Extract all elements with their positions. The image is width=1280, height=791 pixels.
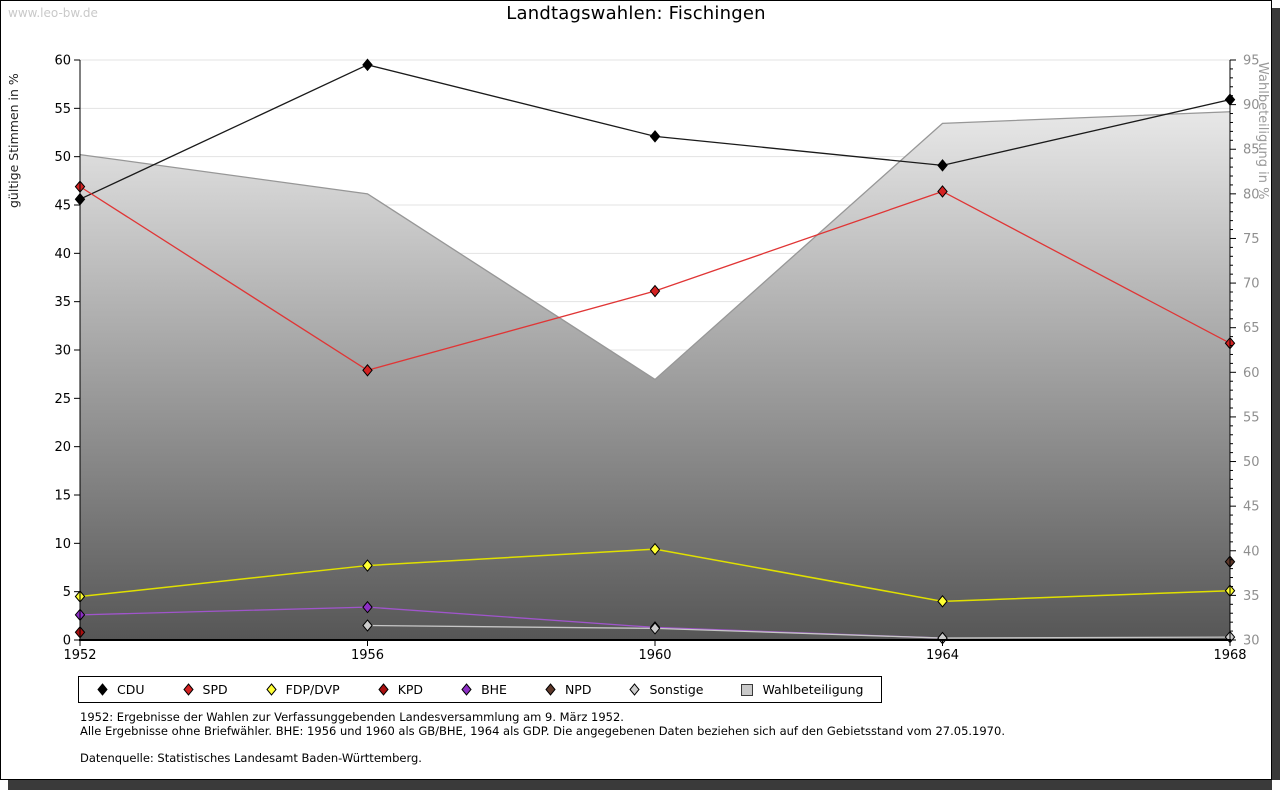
- left-tick-label: 5: [63, 585, 71, 600]
- left-tick-label: 30: [54, 344, 71, 359]
- right-tick-label: 40: [1243, 544, 1260, 559]
- legend-marker-icon: [629, 683, 641, 696]
- x-tick-label: 1956: [351, 648, 384, 663]
- right-tick-label: 75: [1243, 232, 1260, 247]
- right-tick-label: 85: [1243, 143, 1260, 158]
- right-tick-label: 95: [1243, 54, 1260, 69]
- data-point: [937, 595, 948, 608]
- left-tick-label: 35: [54, 295, 71, 310]
- right-tick-label: 70: [1243, 277, 1260, 292]
- legend-marker-icon: [545, 683, 556, 696]
- data-point: [937, 159, 948, 172]
- right-tick-label: 60: [1243, 366, 1260, 381]
- footnotes: 1952: Ergebnisse der Wahlen zur Verfassu…: [80, 710, 1005, 765]
- right-tick-label: 45: [1243, 500, 1260, 515]
- right-tick-label: 65: [1243, 321, 1260, 336]
- right-tick-label: 55: [1243, 410, 1260, 425]
- data-point: [362, 600, 373, 614]
- data-point: [649, 130, 661, 143]
- chart-title: Landtagswahlen: Fischingen: [506, 3, 766, 24]
- x-tick-label: 1964: [926, 648, 959, 663]
- turnout-area: [80, 111, 1230, 640]
- right-tick-label: 50: [1243, 455, 1260, 470]
- x-tick-label: 1952: [63, 648, 96, 663]
- left-tick-label: 0: [63, 634, 71, 649]
- frame-shadow-bottom: [8, 780, 1272, 790]
- legend-marker-icon: [265, 683, 277, 696]
- legend-label: Sonstige: [649, 682, 704, 697]
- legend-marker-icon: [182, 683, 194, 696]
- left-tick-label: 25: [54, 392, 71, 407]
- data-point: [362, 619, 373, 632]
- data-point: [649, 542, 661, 556]
- legend-item-npd: NPD: [545, 682, 592, 697]
- left-tick-label: 50: [54, 150, 71, 165]
- left-tick-label: 40: [54, 247, 71, 262]
- data-point: [937, 185, 948, 198]
- legend-item-bhe: BHE: [461, 682, 507, 697]
- right-tick-label: 30: [1243, 634, 1260, 649]
- legend-label: SPD: [202, 682, 228, 697]
- legend-item-spd: SPD: [182, 682, 228, 697]
- legend-label: BHE: [481, 682, 507, 697]
- right-tick-label: 80: [1243, 187, 1260, 202]
- right-axis-title: Wahlbeteiligung in %: [1255, 62, 1270, 199]
- left-axis-title: gültige Stimmen in %: [6, 73, 21, 208]
- legend-item-cdu: CDU: [97, 682, 145, 697]
- data-point: [362, 364, 373, 377]
- left-tick-label: 55: [54, 102, 71, 117]
- right-tick-label: 35: [1243, 589, 1260, 604]
- left-tick-label: 10: [54, 537, 71, 552]
- series-line: [367, 624, 1231, 639]
- left-tick-label: 15: [54, 489, 71, 504]
- legend-marker-icon: [97, 683, 108, 696]
- legend-label: KPD: [397, 682, 424, 697]
- legend-item-sonstige: Sonstige: [629, 682, 703, 697]
- data-point: [649, 622, 661, 635]
- data-point: [362, 58, 373, 72]
- legend: CDU SPD FDP/DVP KPD BHE NPD Sonstige Wah…: [78, 676, 883, 703]
- frame-shadow-right: [1272, 8, 1280, 780]
- x-tick-label: 1968: [1213, 648, 1246, 663]
- left-tick-label: 45: [54, 199, 71, 214]
- data-point: [362, 559, 373, 572]
- turnout-edge-line: [79, 111, 1231, 381]
- left-tick-label: 60: [54, 54, 71, 69]
- watermark-leo-bw: www.leo-bw.de: [8, 6, 98, 20]
- election-line-chart: 0 5 10 15 20 25 30 35 40 45 50 55 60 30 35 40 45 50 55 60 65…: [6, 54, 1270, 664]
- legend-label: NPD: [564, 682, 592, 697]
- legend-item-fdp-dvp: FDP/DVP: [265, 682, 340, 697]
- x-tick-label: 1960: [638, 648, 671, 663]
- data-point: [649, 284, 661, 298]
- legend-item-wahlbeteiligung: Wahlbeteiligung: [741, 682, 863, 697]
- right-tick-label: 90: [1243, 98, 1260, 113]
- legend-marker-icon: [461, 683, 472, 696]
- legend-turnout-swatch-icon: [741, 683, 754, 696]
- legend-item-kpd: KPD: [378, 682, 423, 697]
- legend-label: CDU: [117, 682, 145, 697]
- legend-marker-icon: [378, 683, 389, 696]
- footnote-line-2: Alle Ergebnisse ohne Briefwähler. BHE: 1…: [80, 724, 1005, 738]
- legend-label: FDP/DVP: [285, 682, 340, 697]
- left-tick-label: 20: [54, 440, 71, 455]
- legend-label: Wahlbeteiligung: [762, 682, 864, 697]
- footnote-line-1: 1952: Ergebnisse der Wahlen zur Verfassu…: [80, 710, 624, 724]
- axes: 0 5 10 15 20 25 30 35 40 45 50 55 60 30 35 40 45 50 55 60 65…: [54, 54, 1259, 664]
- footnote-source: Datenquelle: Statistisches Landesamt Bad…: [80, 751, 422, 765]
